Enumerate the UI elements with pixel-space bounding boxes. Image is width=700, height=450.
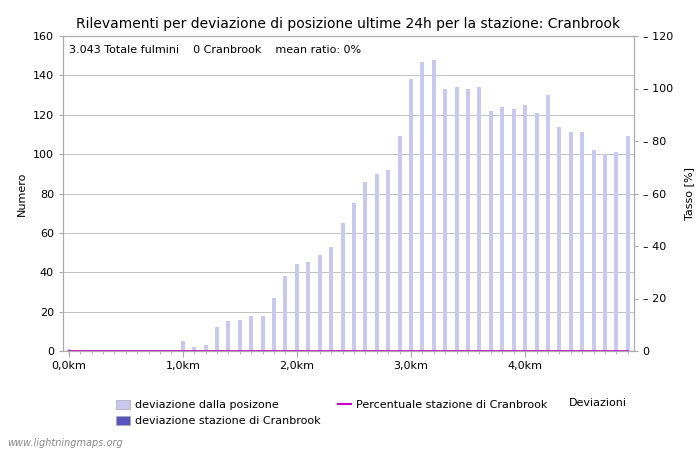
Bar	[204, 345, 208, 351]
Legend: deviazione dalla posizone, deviazione stazione di Cranbrook, Percentuale stazion: deviazione dalla posizone, deviazione st…	[114, 397, 550, 428]
Bar	[546, 95, 550, 351]
Bar	[318, 255, 322, 351]
Bar	[260, 315, 265, 351]
Bar	[226, 321, 230, 351]
Bar	[626, 136, 630, 351]
Bar	[398, 136, 402, 351]
Y-axis label: Tasso [%]: Tasso [%]	[684, 167, 694, 220]
Bar	[409, 79, 413, 351]
Bar	[386, 170, 390, 351]
Bar	[615, 152, 618, 351]
Bar	[363, 182, 368, 351]
Bar	[340, 223, 344, 351]
Bar	[193, 347, 196, 351]
Bar	[432, 59, 436, 351]
Title: Rilevamenti per deviazione di posizione ultime 24h per la stazione: Cranbrook: Rilevamenti per deviazione di posizione …	[76, 17, 620, 31]
Y-axis label: Numero: Numero	[18, 171, 27, 216]
Bar	[215, 328, 219, 351]
Bar	[477, 87, 482, 351]
Bar	[66, 349, 71, 351]
Bar	[421, 62, 424, 351]
Bar	[568, 132, 573, 351]
Bar	[374, 174, 379, 351]
Bar	[603, 154, 607, 351]
Bar	[238, 320, 242, 351]
Text: Deviazioni: Deviazioni	[568, 398, 627, 408]
Text: 3.043 Totale fulmini    0 Cranbrook    mean ratio: 0%: 3.043 Totale fulmini 0 Cranbrook mean ra…	[69, 45, 361, 55]
Bar	[443, 89, 447, 351]
Text: www.lightningmaps.org: www.lightningmaps.org	[7, 438, 122, 448]
Bar	[284, 276, 288, 351]
Bar	[580, 132, 584, 351]
Bar	[557, 126, 561, 351]
Bar	[329, 247, 333, 351]
Bar	[535, 113, 538, 351]
Bar	[307, 262, 310, 351]
Bar	[454, 87, 458, 351]
Bar	[295, 265, 299, 351]
Bar	[272, 298, 276, 351]
Bar	[512, 109, 516, 351]
Bar	[592, 150, 596, 351]
Bar	[489, 111, 493, 351]
Bar	[466, 89, 470, 351]
Bar	[249, 315, 253, 351]
Bar	[500, 107, 504, 351]
Bar	[181, 341, 185, 351]
Bar	[523, 105, 527, 351]
Bar	[352, 203, 356, 351]
